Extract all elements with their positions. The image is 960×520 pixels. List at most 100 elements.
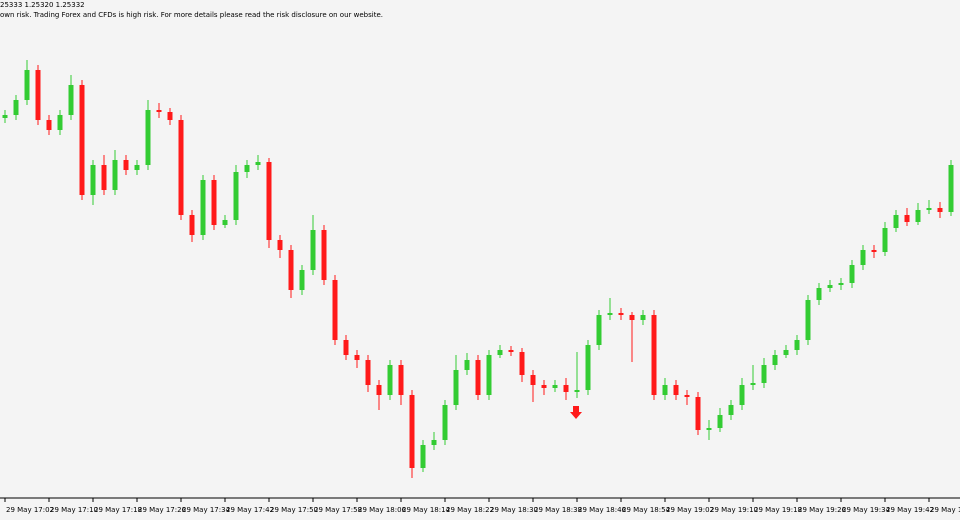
candle-body xyxy=(211,180,217,225)
candle-body xyxy=(431,440,437,445)
candle-body xyxy=(706,428,712,430)
candle-body xyxy=(112,160,118,190)
x-tick-label: 29 May 19:50 xyxy=(930,506,960,514)
candle-body xyxy=(321,230,327,280)
candle-body xyxy=(475,360,481,395)
x-tick-label: 29 May 19:42 xyxy=(886,506,934,514)
candle-body xyxy=(145,110,151,165)
candle-body xyxy=(354,355,360,360)
candle-body xyxy=(508,350,514,352)
candle-body xyxy=(761,365,767,383)
candle-body xyxy=(915,210,921,222)
candle-body xyxy=(541,385,547,388)
x-tick-label: 29 May 18:22 xyxy=(446,506,494,514)
candle-body xyxy=(849,265,855,283)
candle-body xyxy=(398,365,404,395)
candle-body xyxy=(13,100,19,115)
candle-body xyxy=(332,280,338,340)
x-tick-label: 29 May 19:10 xyxy=(710,506,758,514)
candle-body xyxy=(167,112,173,120)
x-tick-label: 29 May 17:50 xyxy=(270,506,318,514)
candle-body xyxy=(662,385,668,395)
candle-body xyxy=(585,345,591,390)
candle-body xyxy=(827,285,833,288)
x-tick-label: 29 May 19:34 xyxy=(842,506,891,514)
candle-body xyxy=(442,405,448,440)
candle-body xyxy=(486,355,492,395)
candle-body xyxy=(618,313,624,315)
candle-body xyxy=(728,405,734,415)
x-tick-label: 29 May 17:58 xyxy=(314,506,362,514)
x-tick-label: 29 May 17:10 xyxy=(50,506,98,514)
candle-body xyxy=(2,115,8,118)
x-tick-label: 29 May 18:06 xyxy=(358,506,407,514)
candle-body xyxy=(387,365,393,395)
candle-body xyxy=(640,315,646,320)
x-tick-label: 29 May 17:02 xyxy=(6,506,54,514)
candle-body xyxy=(277,240,283,250)
candle-body xyxy=(530,375,536,385)
candle-body xyxy=(255,162,261,165)
candle-body xyxy=(673,385,679,395)
sell-arrow xyxy=(570,406,582,419)
x-tick-label: 29 May 18:46 xyxy=(578,506,627,514)
candle-body xyxy=(101,165,107,190)
candle-body xyxy=(948,165,954,212)
candle-body xyxy=(607,313,613,315)
x-tick-label: 29 May 18:38 xyxy=(534,506,582,514)
candle-body xyxy=(376,385,382,395)
candle-body xyxy=(24,70,30,100)
candle-body xyxy=(563,385,569,392)
candle-body xyxy=(134,165,140,170)
candle-body xyxy=(288,250,294,290)
candle-body xyxy=(904,215,910,222)
candle-body xyxy=(838,283,844,285)
candle-body xyxy=(772,355,778,365)
x-tick-label: 29 May 19:26 xyxy=(798,506,847,514)
candle-body xyxy=(178,120,184,215)
candle-body xyxy=(684,395,690,397)
candle-body xyxy=(629,315,635,320)
candle-body xyxy=(464,360,470,370)
x-tick-label: 29 May 17:34 xyxy=(182,506,231,514)
candle-body xyxy=(244,165,250,172)
candle-body xyxy=(497,350,503,355)
candle-body xyxy=(783,350,789,355)
x-tick-label: 29 May 19:18 xyxy=(754,506,802,514)
candle-body xyxy=(343,340,349,355)
x-tick-label: 29 May 18:54 xyxy=(622,506,671,514)
x-tick-label: 29 May 19:02 xyxy=(666,506,714,514)
x-tick-label: 29 May 17:26 xyxy=(138,506,187,514)
candle-body xyxy=(46,120,52,130)
candle-body xyxy=(90,165,96,195)
candle-body xyxy=(266,162,272,240)
candle-body xyxy=(68,85,74,115)
price-header: 25333 1.25320 1.25332 xyxy=(0,1,85,9)
disclaimer: own risk. Trading Forex and CFDs is high… xyxy=(0,11,383,19)
candle-body xyxy=(156,110,162,112)
candle-body xyxy=(882,228,888,252)
candle-body xyxy=(310,230,316,270)
candle-body xyxy=(35,70,41,120)
candle-body xyxy=(651,315,657,395)
candle-body xyxy=(739,385,745,405)
candle-body xyxy=(365,360,371,385)
candle-body xyxy=(299,270,305,290)
candle-body xyxy=(860,250,866,265)
candle-body xyxy=(222,220,228,225)
candle-body xyxy=(552,385,558,388)
candle-body xyxy=(420,445,426,468)
candle-body xyxy=(926,208,932,210)
candle-body xyxy=(717,415,723,428)
candle-body xyxy=(805,300,811,340)
candle-body xyxy=(794,340,800,350)
candle-body xyxy=(233,172,239,220)
candle-body xyxy=(937,208,943,212)
x-tick-label: 29 May 18:14 xyxy=(402,506,451,514)
candle-body xyxy=(123,160,129,170)
candle-body xyxy=(750,383,756,385)
candle-body xyxy=(79,85,85,195)
candle-body xyxy=(189,215,195,235)
